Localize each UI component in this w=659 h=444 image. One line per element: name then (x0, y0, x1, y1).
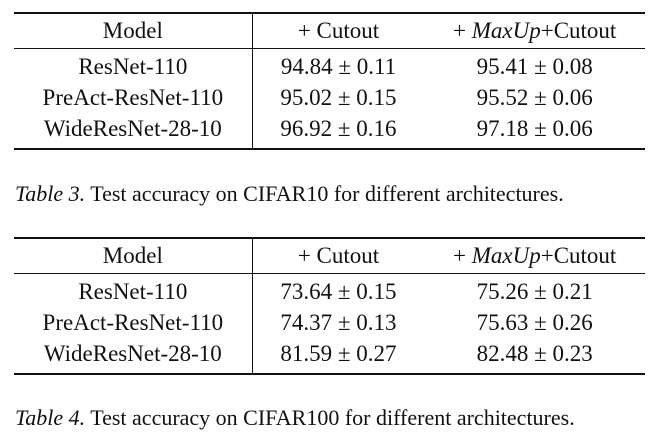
header-cutout: + Cutout (252, 12, 425, 49)
cell-maxup: 75.63 ± 0.26 (476, 310, 593, 335)
cell-maxup: 95.41 ± 0.08 (476, 54, 593, 79)
table-3-caption: Table 3. Test accuracy on CIFAR10 for di… (15, 181, 564, 207)
header-maxup-cutout: + MaxUp+Cutout (424, 237, 645, 274)
header-cutout: + Cutout (252, 237, 425, 274)
caption-text: Test accuracy on CIFAR100 for different … (85, 405, 575, 430)
cell-maxup: 75.26 ± 0.21 (476, 279, 593, 304)
table-row: PreAct-ResNet-110 95.02 ± 0.15 95.52 ± 0… (14, 82, 645, 113)
cell-model: PreAct-ResNet-110 (14, 82, 253, 113)
header-maxup-name: MaxUp (471, 243, 541, 268)
table-3: Model + Cutout + MaxUp+Cutout ResNet-110… (14, 12, 645, 150)
cell-cutout: 73.64 ± 0.15 (280, 279, 397, 304)
header-model: Model (14, 237, 253, 274)
cell-cutout: 96.92 ± 0.16 (252, 113, 425, 150)
header-maxup-name: MaxUp (471, 18, 541, 43)
table-row: WideResNet-28-10 96.92 ± 0.16 97.18 ± 0.… (14, 113, 645, 150)
cell-maxup: 95.52 ± 0.06 (476, 85, 593, 110)
header-model: Model (14, 12, 253, 49)
cell-model: WideResNet-28-10 (14, 113, 253, 150)
caption-text: Test accuracy on CIFAR10 for different a… (85, 181, 564, 206)
cell-maxup: 82.48 ± 0.23 (424, 338, 645, 375)
table-row: WideResNet-28-10 81.59 ± 0.27 82.48 ± 0.… (14, 338, 645, 375)
table-row: ResNet-110 73.64 ± 0.15 75.26 ± 0.21 (14, 273, 645, 307)
cell-model: WideResNet-28-10 (14, 338, 253, 375)
cell-model: PreAct-ResNet-110 (14, 307, 253, 338)
caption-label: Table 4. (15, 405, 86, 430)
caption-label: Table 3. (15, 181, 86, 206)
table-header-row: Model + Cutout + MaxUp+Cutout (14, 12, 645, 49)
table-row: ResNet-110 94.84 ± 0.11 95.41 ± 0.08 (14, 48, 645, 82)
cell-model: ResNet-110 (14, 273, 253, 307)
table-header-row: Model + Cutout + MaxUp+Cutout (14, 237, 645, 274)
cell-cutout: 74.37 ± 0.13 (280, 310, 397, 335)
table-4: Model + Cutout + MaxUp+Cutout ResNet-110… (14, 237, 645, 375)
header-maxup-prefix: + (453, 18, 472, 43)
cell-maxup: 97.18 ± 0.06 (424, 113, 645, 150)
header-maxup-cutout: + MaxUp+Cutout (424, 12, 645, 49)
cell-cutout: 94.84 ± 0.11 (280, 54, 397, 79)
cell-cutout: 81.59 ± 0.27 (252, 338, 425, 375)
table-row: PreAct-ResNet-110 74.37 ± 0.13 75.63 ± 0… (14, 307, 645, 338)
header-maxup-prefix: + (453, 243, 472, 268)
header-maxup-suffix: +Cutout (540, 18, 617, 43)
cell-cutout: 95.02 ± 0.15 (280, 85, 397, 110)
cell-model: ResNet-110 (14, 48, 253, 82)
table-4-caption: Table 4. Test accuracy on CIFAR100 for d… (15, 405, 575, 431)
header-maxup-suffix: +Cutout (540, 243, 617, 268)
